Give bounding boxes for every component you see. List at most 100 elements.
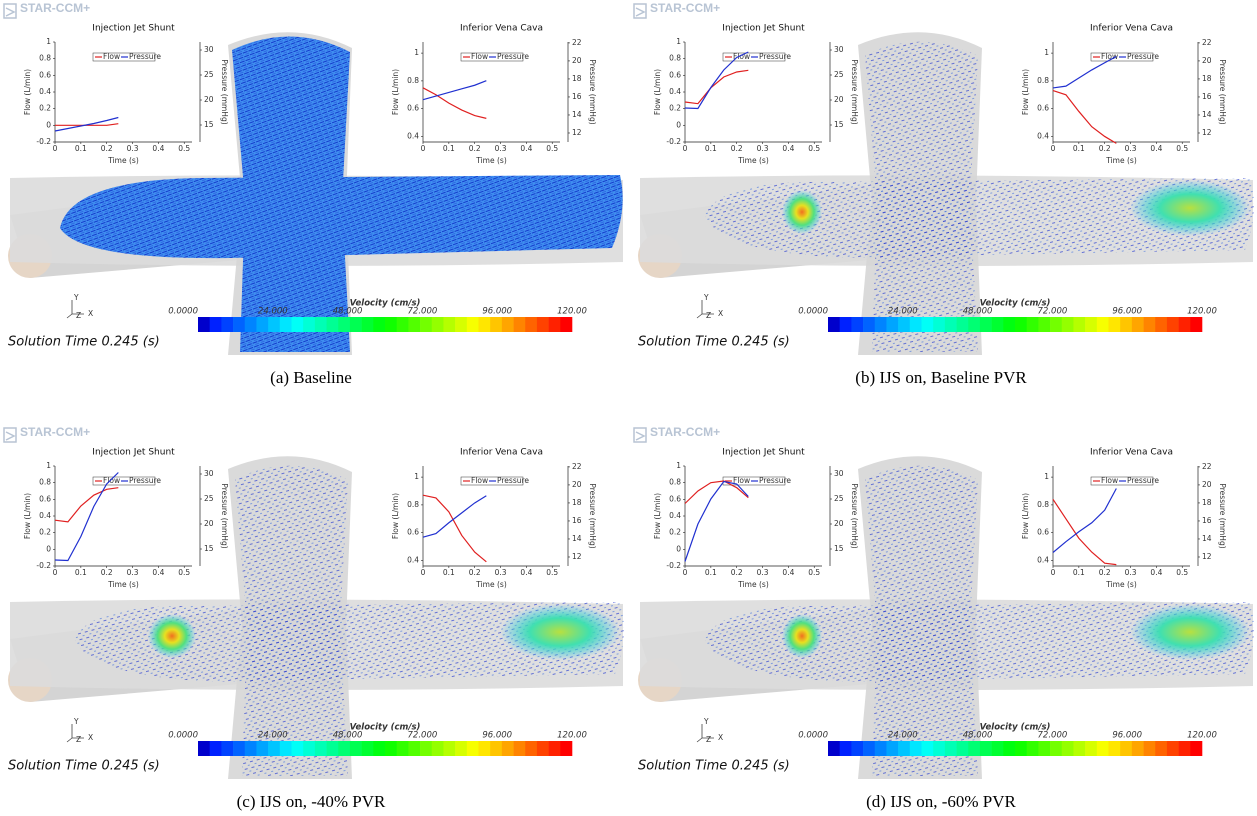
colorbar-tick-label: 120.00 <box>557 307 587 317</box>
y-tick-label: -0.2 <box>666 561 681 570</box>
colorbar-swatch <box>221 317 234 332</box>
colorbar-swatch <box>490 317 503 332</box>
colorbar-swatch <box>839 317 852 332</box>
y2-tick-label: 12 <box>572 128 582 137</box>
flow-vectors <box>75 602 624 682</box>
y2-tick-label: 25 <box>834 494 844 503</box>
colorbar-swatch <box>944 741 957 756</box>
jet-hotspot <box>500 604 620 660</box>
flow-vectors <box>865 41 978 352</box>
panel: STAR-CCM+ Solution Time 0.245 (s) (c) IJS … <box>3 425 624 811</box>
inset-title: Inferior Vena Cava <box>1090 24 1173 34</box>
y-tick-label: 0 <box>46 544 51 553</box>
jet-hotspot <box>148 614 196 658</box>
x-tick-label: 0.3 <box>757 568 769 577</box>
x-tick-label: 0.5 <box>808 144 820 153</box>
colorbar-swatch <box>314 741 327 756</box>
triad-label: X <box>718 309 723 318</box>
legend-label: Flow <box>1101 476 1118 485</box>
y2-tick-label: 18 <box>572 74 582 83</box>
x-tick-label: 0.3 <box>757 144 769 153</box>
x-tick-label: 0.2 <box>101 144 113 153</box>
colorbar-swatch <box>1190 317 1203 332</box>
colorbar-swatch <box>886 741 899 756</box>
colorbar-swatch <box>303 741 316 756</box>
y-tick-label: 1 <box>1044 48 1049 57</box>
x-tick-label: 0.1 <box>705 144 717 153</box>
y2-tick-label: 16 <box>1202 516 1212 525</box>
legend-label: Pressure <box>497 52 529 61</box>
legend-label: Flow <box>103 476 120 485</box>
colorbar-swatch <box>560 741 573 756</box>
colorbar-swatch <box>408 317 421 332</box>
logo-icon <box>3 3 17 19</box>
colorbar-title: Velocity (cm/s) <box>980 723 1051 733</box>
flow-vectors <box>235 465 348 776</box>
y2-tick-label: 15 <box>204 544 214 553</box>
solution-time: Solution Time 0.245 (s) <box>8 759 160 774</box>
y2-tick-label: 15 <box>204 120 214 129</box>
inset-title: Inferior Vena Cava <box>1090 448 1173 458</box>
colorbar-swatch <box>560 317 573 332</box>
x-tick-label: 0.1 <box>705 568 717 577</box>
colorbar-swatch <box>1026 317 1039 332</box>
x-tick-label: 0 <box>53 144 58 153</box>
colorbar-swatch <box>979 317 992 332</box>
y-tick-label: 0.6 <box>669 70 681 79</box>
colorbar-swatch <box>361 741 374 756</box>
y-tick-label: -0.2 <box>666 137 681 146</box>
panel: STAR-CCM+ Solution Time 0.245 (s) (a) Base… <box>3 1 623 387</box>
y-axis-label: Flow (L/min) <box>23 69 32 115</box>
colorbar-swatch <box>1073 741 1086 756</box>
y-tick-label: 0 <box>676 544 681 553</box>
colorbar-swatch <box>244 741 257 756</box>
y-tick-label: 1 <box>414 472 419 481</box>
colorbar-swatch <box>478 317 491 332</box>
colorbar-swatch <box>1120 317 1133 332</box>
y-tick-label: 1 <box>46 37 51 46</box>
series-line <box>684 480 749 562</box>
colorbar-tick-label: 96.000 <box>482 731 512 741</box>
colorbar-swatch <box>1166 741 1179 756</box>
colorbar-swatch <box>921 741 934 756</box>
axis-triad <box>696 724 714 743</box>
y2-tick-label: 30 <box>834 469 844 478</box>
y-tick-label: 0.6 <box>407 104 419 113</box>
colorbar-swatch <box>396 741 409 756</box>
y2-tick-label: 14 <box>1202 110 1212 119</box>
colorbar-swatch <box>349 741 362 756</box>
colorbar-swatch <box>303 317 316 332</box>
series-line <box>1052 499 1117 566</box>
y-tick-label: 1 <box>414 48 419 57</box>
colorbar-tick-label: 24.000 <box>258 731 288 741</box>
x-tick-label: 0.2 <box>1099 144 1111 153</box>
colorbar-swatch <box>968 317 981 332</box>
y2-tick-label: 12 <box>1202 128 1212 137</box>
triad-label: Y <box>73 293 79 302</box>
colorbar-swatch <box>536 741 549 756</box>
colorbar-swatch <box>209 317 222 332</box>
colorbar-swatch <box>268 741 281 756</box>
colorbar-title: Velocity (cm/s) <box>980 299 1051 309</box>
y-tick-label: 0 <box>46 120 51 129</box>
colorbar-tick-label: 0.0000 <box>798 731 828 741</box>
y-tick-label: 0.8 <box>407 500 419 509</box>
y-tick-label: 0 <box>676 120 681 129</box>
colorbar-swatch <box>431 741 444 756</box>
colorbar-swatch <box>898 741 911 756</box>
series-line <box>422 495 487 538</box>
x-tick-label: 0 <box>683 144 688 153</box>
legend-label: Pressure <box>759 52 791 61</box>
y2-tick-label: 16 <box>572 92 582 101</box>
solution-time: Solution Time 0.245 (s) <box>8 335 160 350</box>
colorbar-tick-label: 48.000 <box>333 307 363 317</box>
y2-tick-label: 20 <box>204 95 214 104</box>
y-tick-label: 0.8 <box>669 478 681 487</box>
colorbar-swatch <box>279 317 292 332</box>
jet-hotspot <box>1130 180 1250 236</box>
colorbar-swatch <box>956 741 969 756</box>
colorbar-swatch <box>548 741 561 756</box>
y2-tick-label: 12 <box>572 552 582 561</box>
colorbar-swatch <box>1015 741 1027 756</box>
colorbar-swatch <box>501 741 514 756</box>
